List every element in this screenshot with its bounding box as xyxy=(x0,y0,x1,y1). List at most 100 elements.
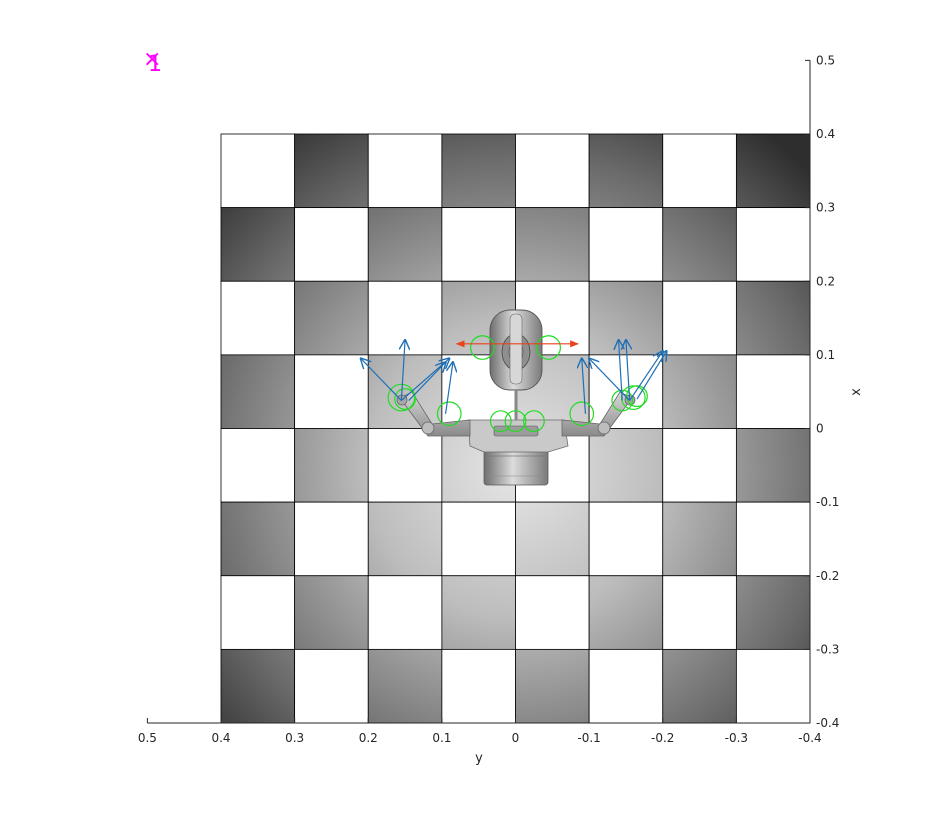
force-arrow xyxy=(626,340,630,401)
board-tile xyxy=(441,648,516,724)
contact-circle xyxy=(436,401,462,427)
board-tile xyxy=(220,280,296,356)
board-tile xyxy=(662,428,737,503)
contact-circle xyxy=(522,410,545,433)
board-tile xyxy=(220,207,296,282)
contact-circle xyxy=(611,389,634,412)
board-tile xyxy=(735,133,811,209)
board-tile xyxy=(294,648,369,724)
board-tile xyxy=(294,501,369,577)
board-tile xyxy=(441,501,516,577)
board-tile xyxy=(294,207,369,282)
board-tile xyxy=(662,648,737,724)
board-tile xyxy=(735,207,811,282)
board-tile xyxy=(367,501,443,577)
board-tile xyxy=(515,575,590,650)
board-tile xyxy=(294,280,369,356)
force-arrow xyxy=(401,340,405,401)
board-tile xyxy=(662,354,737,429)
board-tile xyxy=(515,501,590,577)
y-tick-label: -0.2 xyxy=(816,569,839,583)
board-tile xyxy=(367,575,443,650)
y-tick-label: 0.1 xyxy=(816,348,835,362)
board-tile xyxy=(588,133,664,209)
y-tick-label: -0.4 xyxy=(816,716,839,730)
board-tile xyxy=(662,207,737,282)
contact-circle xyxy=(626,385,648,408)
board-tile xyxy=(220,428,296,503)
left-finger-joint xyxy=(421,421,435,435)
board-tile xyxy=(294,428,369,503)
board-tile xyxy=(588,428,664,503)
x-tick-label: 0.1 xyxy=(432,731,451,745)
board-tile xyxy=(735,575,811,650)
finger-force-arrows xyxy=(361,340,667,414)
force-arrow xyxy=(582,359,586,414)
marker-cross-icon: × xyxy=(143,47,161,72)
board-tile xyxy=(662,133,737,209)
x-tick-label: 0.2 xyxy=(359,731,378,745)
board-tile xyxy=(441,575,516,650)
force-arrow xyxy=(636,351,666,400)
x-tick-label: 0.4 xyxy=(211,731,230,745)
board-tile xyxy=(662,501,737,577)
y-tick-label: 0.3 xyxy=(816,201,835,215)
y-tick-label: 0.2 xyxy=(816,274,835,288)
contact-circle xyxy=(489,410,512,433)
x-tick-label: -0.4 xyxy=(798,731,821,745)
x-tick-label: 0.3 xyxy=(285,731,304,745)
board-tile xyxy=(662,280,737,356)
force-arrow xyxy=(408,362,446,401)
board-tile xyxy=(220,575,296,650)
contact-circle xyxy=(469,335,495,360)
y-tick-label: 0.4 xyxy=(816,127,835,141)
board-tile xyxy=(220,648,296,724)
board-tile xyxy=(367,428,443,503)
y-tick-label: -0.3 xyxy=(816,642,839,656)
board-tile xyxy=(441,133,516,209)
board-tile xyxy=(735,280,811,356)
board-tile xyxy=(588,354,664,429)
palm-base xyxy=(483,446,549,486)
contact-circle xyxy=(569,401,595,427)
x-axis-label: y xyxy=(475,751,483,766)
force-arrow xyxy=(589,359,631,401)
board-tile xyxy=(735,428,811,503)
y-axis-label: x xyxy=(849,388,864,396)
board-tile xyxy=(294,575,369,650)
marker-1: × 1 xyxy=(143,47,162,77)
right-finger-joint xyxy=(597,421,611,435)
y-tick-label: -0.1 xyxy=(816,495,839,509)
contact-circle xyxy=(504,410,527,433)
board-tile xyxy=(220,133,296,209)
board-tile xyxy=(220,354,296,429)
board-tile xyxy=(367,207,443,282)
board-tile xyxy=(515,648,590,724)
y-tick-label: 0.5 xyxy=(816,53,835,67)
contact-circle xyxy=(387,383,416,412)
force-arrow xyxy=(361,359,402,401)
board-tile xyxy=(367,648,443,724)
board-tile xyxy=(735,354,811,429)
x-tick-label: -0.2 xyxy=(651,731,674,745)
contact-circle xyxy=(394,388,416,410)
x-tick-label: 0 xyxy=(512,731,520,745)
board-tile xyxy=(294,133,369,209)
board-tile xyxy=(441,207,516,282)
board-tile xyxy=(294,354,369,429)
board-tile xyxy=(735,501,811,577)
board-tile xyxy=(515,207,590,282)
board-tile xyxy=(220,501,296,577)
axes: 0.5 0.4 0.3 0.2 0.1 0 -0.1 -0.2 -0.3 -0.4 0.5 0.4 0.… xyxy=(138,53,864,766)
board-tile xyxy=(588,501,664,577)
x-tick-label: 0.5 xyxy=(138,731,157,745)
board-tile xyxy=(662,575,737,650)
board-tile xyxy=(367,133,443,209)
x-tick-label: -0.1 xyxy=(577,731,600,745)
force-arrow xyxy=(444,362,453,414)
board-tile xyxy=(367,354,443,429)
marker-label: 1 xyxy=(148,52,162,77)
board-tile xyxy=(735,648,811,724)
y-tick-label: 0 xyxy=(816,422,824,436)
